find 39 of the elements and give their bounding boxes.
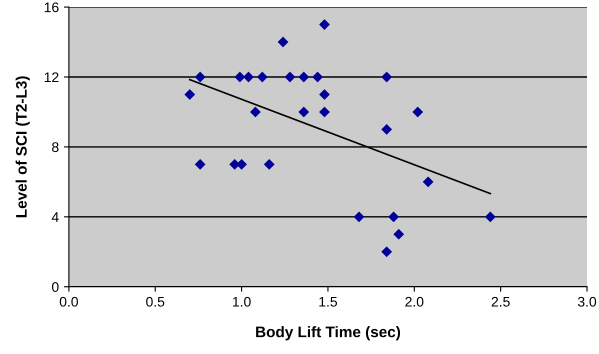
- point: [264, 159, 275, 170]
- point: [298, 106, 310, 118]
- x-tick-label: 0.5: [146, 296, 164, 307]
- point: [194, 159, 206, 170]
- point: [319, 89, 330, 100]
- point: [278, 36, 288, 48]
- y-tick-label: 4: [52, 212, 59, 222]
- y-axis-title: Level of SCI (T2-L3): [16, 76, 30, 218]
- x-tick-label: 0.0: [60, 296, 78, 307]
- y-tick-label: 12: [44, 72, 58, 82]
- point: [381, 124, 392, 135]
- point: [298, 72, 310, 82]
- x-tick-label: 1.0: [233, 296, 251, 307]
- x-axis-title: Body Lift Time (sec): [256, 326, 400, 340]
- point: [381, 246, 392, 258]
- point: [354, 211, 364, 222]
- point: [393, 228, 404, 240]
- point: [381, 72, 392, 82]
- x-tick-label: 2.5: [492, 296, 510, 307]
- point: [319, 19, 330, 30]
- point: [194, 72, 206, 82]
- point: [312, 72, 323, 82]
- point: [234, 72, 246, 82]
- point: [284, 72, 296, 82]
- y-tick-label: 16: [44, 2, 59, 12]
- point: [243, 72, 254, 82]
- x-tick-label: 2.0: [405, 296, 424, 307]
- point: [422, 176, 434, 188]
- point: [388, 211, 399, 222]
- point: [256, 72, 268, 82]
- point: [250, 106, 261, 118]
- point: [412, 106, 424, 118]
- y-tick-label: 8: [52, 142, 59, 152]
- y-tick-label: 0: [52, 282, 59, 292]
- x-tick-label: 3.0: [578, 296, 596, 307]
- point: [319, 106, 330, 118]
- x-tick-label: 1.5: [319, 296, 338, 307]
- point: [184, 89, 196, 100]
- point: [484, 211, 496, 222]
